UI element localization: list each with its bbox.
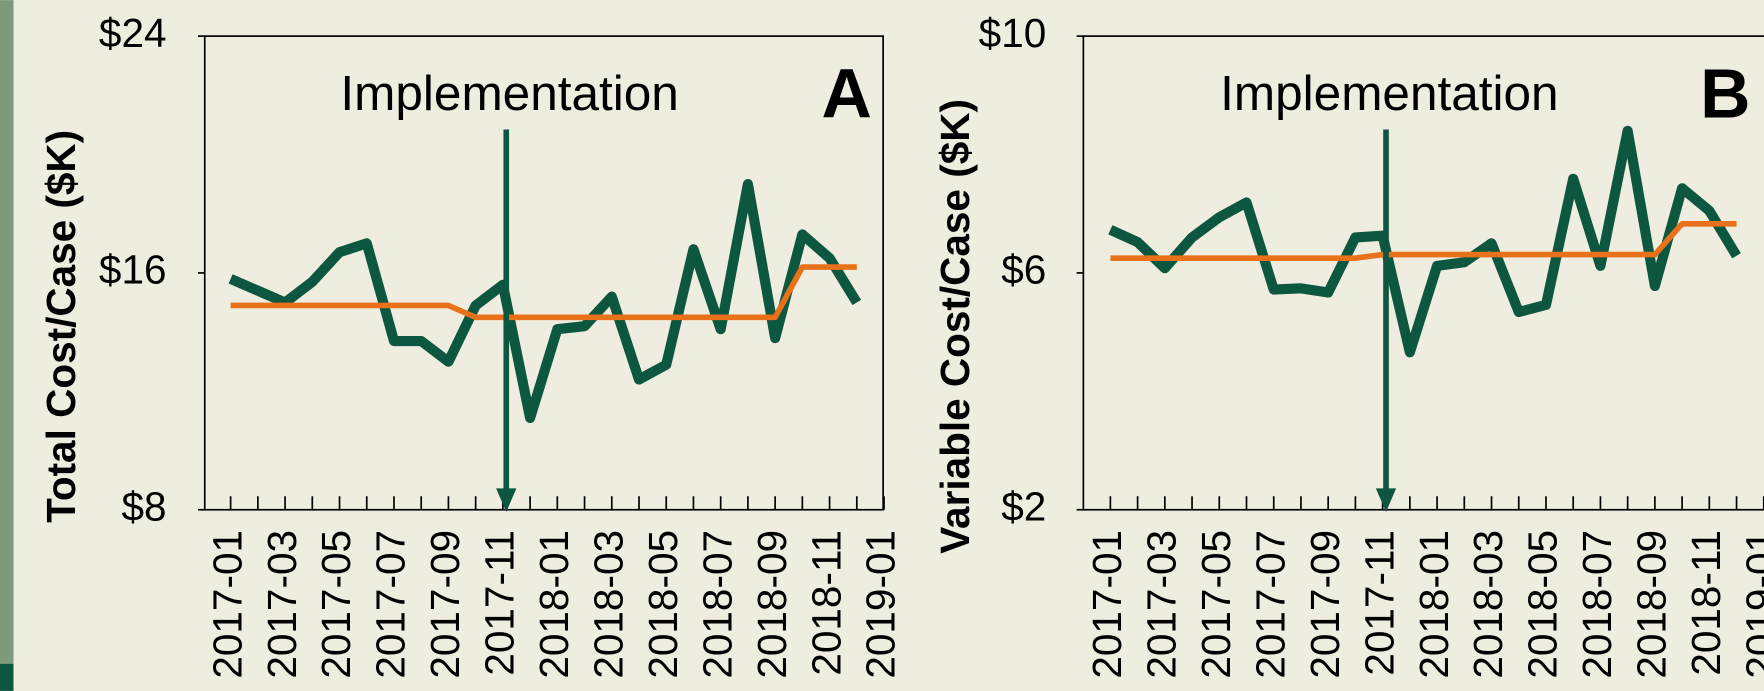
slide-edge: [0, 0, 14, 691]
x-tick-label: 2017-03: [1139, 530, 1185, 679]
x-tick-label: 2019-01: [1737, 530, 1764, 679]
y-tick-label: $6: [1001, 247, 1046, 293]
y-tick-label: $10: [979, 10, 1047, 56]
y-axis-label: Variable Cost/Case ($K): [932, 99, 978, 554]
x-tick-label: 2018-03: [1465, 530, 1511, 679]
y-tick-label: $24: [99, 10, 167, 56]
x-tick-label: 2017-11: [477, 530, 523, 676]
x-tick-label: 2019-01: [858, 530, 904, 679]
y-tick-label: $2: [1001, 483, 1046, 529]
x-tick-label: 2017-01: [1084, 530, 1130, 679]
x-tick-label: 2017-05: [1193, 530, 1239, 679]
x-tick-label: 2018-11: [1683, 530, 1729, 676]
x-tick-label: 2017-03: [259, 530, 305, 679]
x-tick-label: 2018-01: [1411, 530, 1457, 679]
y-tick-label: $8: [121, 483, 166, 529]
x-tick-label: 2017-09: [1302, 530, 1348, 679]
x-tick-label: 2018-07: [694, 530, 740, 679]
x-tick-label: 2018-05: [640, 530, 686, 679]
panel-label: B: [1700, 55, 1750, 133]
data-line: [228, 179, 862, 424]
data-line: [1110, 220, 1737, 261]
annotation: Implementation: [340, 66, 678, 121]
x-tick-label: 2018-03: [585, 530, 631, 679]
x-tick-label: 2018-05: [1520, 530, 1566, 679]
data-line: [230, 264, 857, 321]
x-tick-label: 2018-11: [803, 530, 849, 676]
x-tick-label: 2018-07: [1574, 530, 1620, 679]
x-tick-label: 2018-09: [749, 530, 795, 679]
x-tick-label: 2018-09: [1629, 530, 1675, 679]
annotation-arrowhead: [496, 488, 517, 512]
x-tick-label: 2017-11: [1356, 530, 1402, 676]
data-line: [1108, 125, 1741, 358]
panel-label: A: [822, 55, 872, 133]
annotation: Implementation: [1220, 66, 1558, 121]
annotation-arrowhead: [1375, 488, 1397, 512]
x-tick-label: 2017-07: [1247, 530, 1293, 679]
y-axis-label: Total Cost/Case ($K): [38, 130, 84, 523]
x-tick-label: 2018-01: [531, 530, 577, 679]
x-tick-label: 2017-09: [422, 530, 468, 679]
x-tick-label: 2017-01: [204, 530, 250, 679]
slide-corner: [0, 663, 14, 691]
y-tick-label: $16: [99, 247, 167, 293]
x-tick-label: 2017-07: [368, 530, 414, 679]
x-tick-label: 2017-05: [313, 530, 359, 679]
